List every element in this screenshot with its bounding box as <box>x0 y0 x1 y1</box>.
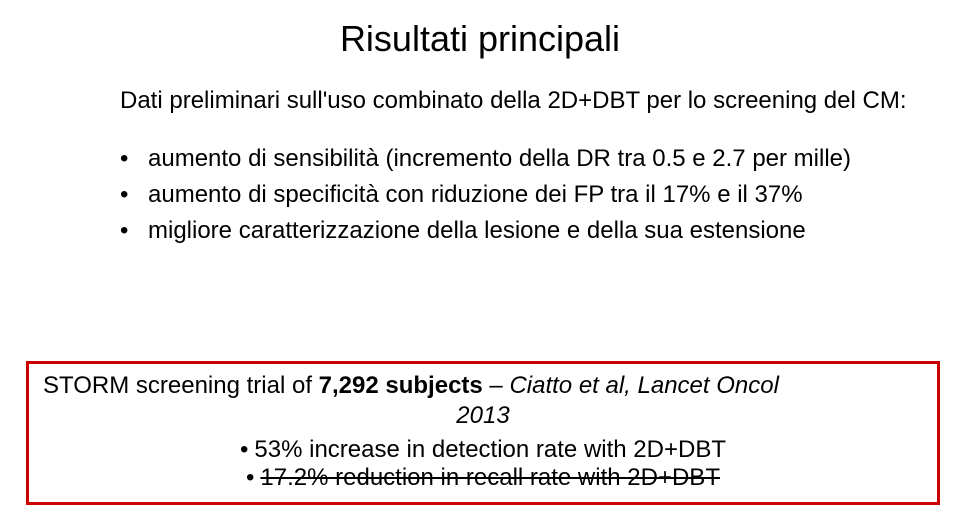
storm-subpoint: • 17.2% reduction in recall rate with 2D… <box>43 464 923 492</box>
storm-subpoints: • 53% increase in detection rate with 2D… <box>43 436 923 492</box>
storm-subjects: 7,292 subjects <box>319 372 483 399</box>
bullet-list: aumento di sensibilità (incremento della… <box>40 144 920 246</box>
storm-line: STORM screening trial of 7,292 subjects … <box>43 372 923 400</box>
storm-sub1: 53% increase in detection rate with 2D+D… <box>254 436 726 464</box>
bullet-dot-icon: • <box>246 466 254 490</box>
slide: Risultati principali Dati preliminari su… <box>0 0 960 525</box>
slide-title: Risultati principali <box>40 18 920 60</box>
storm-year: 2013 <box>43 402 923 430</box>
storm-dash: – <box>483 372 510 399</box>
bullet-item: aumento di sensibilità (incremento della… <box>120 144 920 174</box>
bullet-dot-icon: • <box>240 438 248 462</box>
storm-prefix: STORM screening trial of <box>43 372 319 399</box>
bullet-item: migliore caratterizzazione della lesione… <box>120 216 920 246</box>
highlight-box: STORM screening trial of 7,292 subjects … <box>26 361 940 505</box>
slide-subtitle: Dati preliminari sull'uso combinato dell… <box>40 86 920 116</box>
storm-subpoint: • 53% increase in detection rate with 2D… <box>43 436 923 464</box>
storm-citation: Ciatto et al, Lancet Oncol <box>509 372 778 399</box>
bullet-item: aumento di specificità con riduzione dei… <box>120 180 920 210</box>
storm-sub2: 17.2% reduction in recall rate with 2D+D… <box>260 464 720 492</box>
